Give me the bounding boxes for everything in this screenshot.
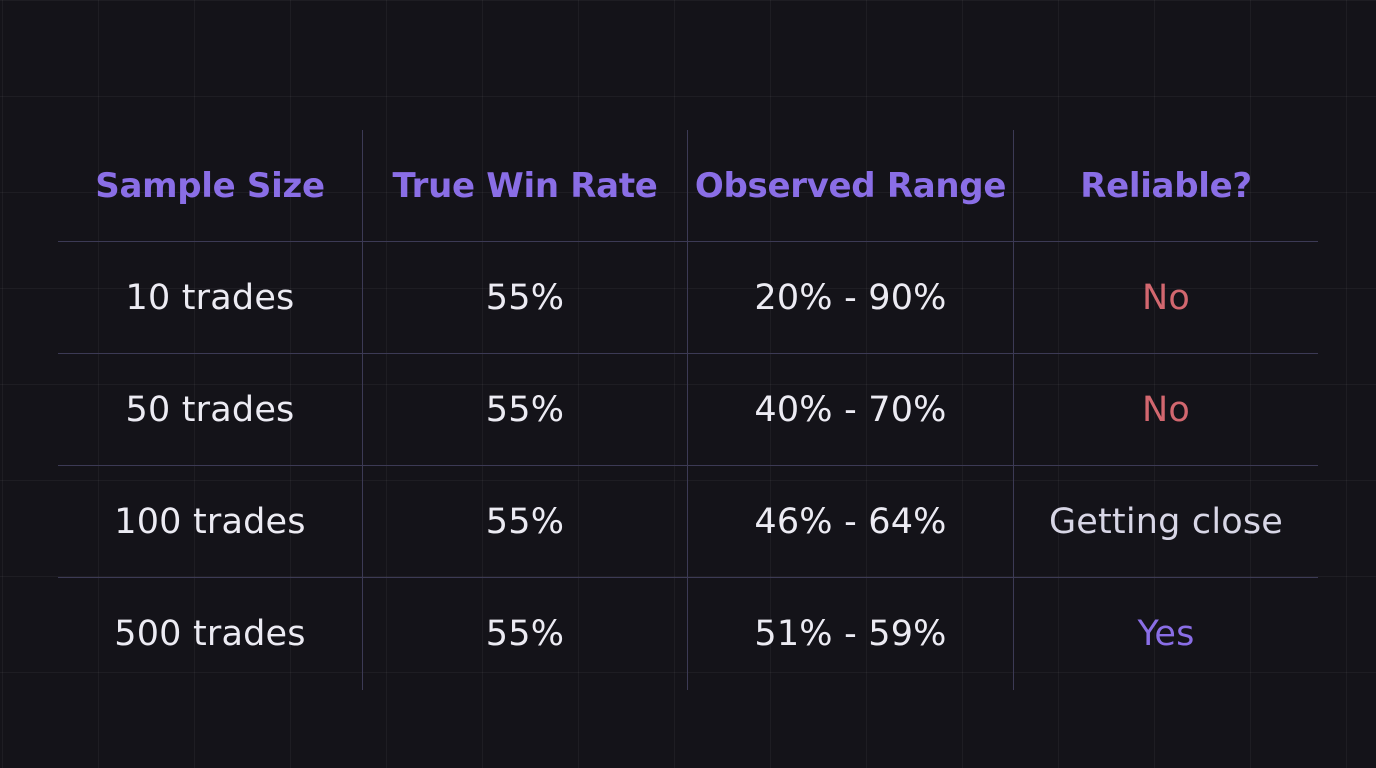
cell-true-win-rate: 55%	[485, 502, 565, 542]
column-divider	[687, 130, 688, 690]
cell-reliable: Getting close	[1048, 502, 1284, 542]
cell-reliable: Yes	[1137, 614, 1195, 654]
cell-observed-range: 51% - 59%	[754, 614, 947, 654]
cell-observed-range: 20% - 90%	[754, 278, 947, 318]
cell-observed-range: 40% - 70%	[754, 390, 947, 430]
header-reliable: Reliable?	[1080, 166, 1252, 206]
header-sample-size: Sample Size	[95, 166, 325, 206]
cell-sample-size: 10 trades	[125, 278, 295, 318]
cell-reliable: No	[1142, 278, 1190, 318]
cell-reliable: No	[1142, 390, 1190, 430]
row-divider	[58, 241, 1318, 242]
cell-true-win-rate: 55%	[485, 390, 565, 430]
cell-true-win-rate: 55%	[485, 278, 565, 318]
header-true-win-rate: True Win Rate	[392, 166, 658, 206]
header-observed-range: Observed Range	[694, 166, 1007, 206]
row-divider	[58, 577, 1318, 578]
row-divider	[58, 465, 1318, 466]
column-divider	[1013, 130, 1014, 690]
sample-size-table: Sample Size True Win Rate Observed Range…	[58, 130, 1318, 690]
row-divider	[58, 353, 1318, 354]
cell-observed-range: 46% - 64%	[754, 502, 947, 542]
column-divider	[362, 130, 363, 690]
cell-sample-size: 100 trades	[114, 502, 306, 542]
cell-sample-size: 50 trades	[125, 390, 295, 430]
cell-sample-size: 500 trades	[114, 614, 306, 654]
cell-true-win-rate: 55%	[485, 614, 565, 654]
